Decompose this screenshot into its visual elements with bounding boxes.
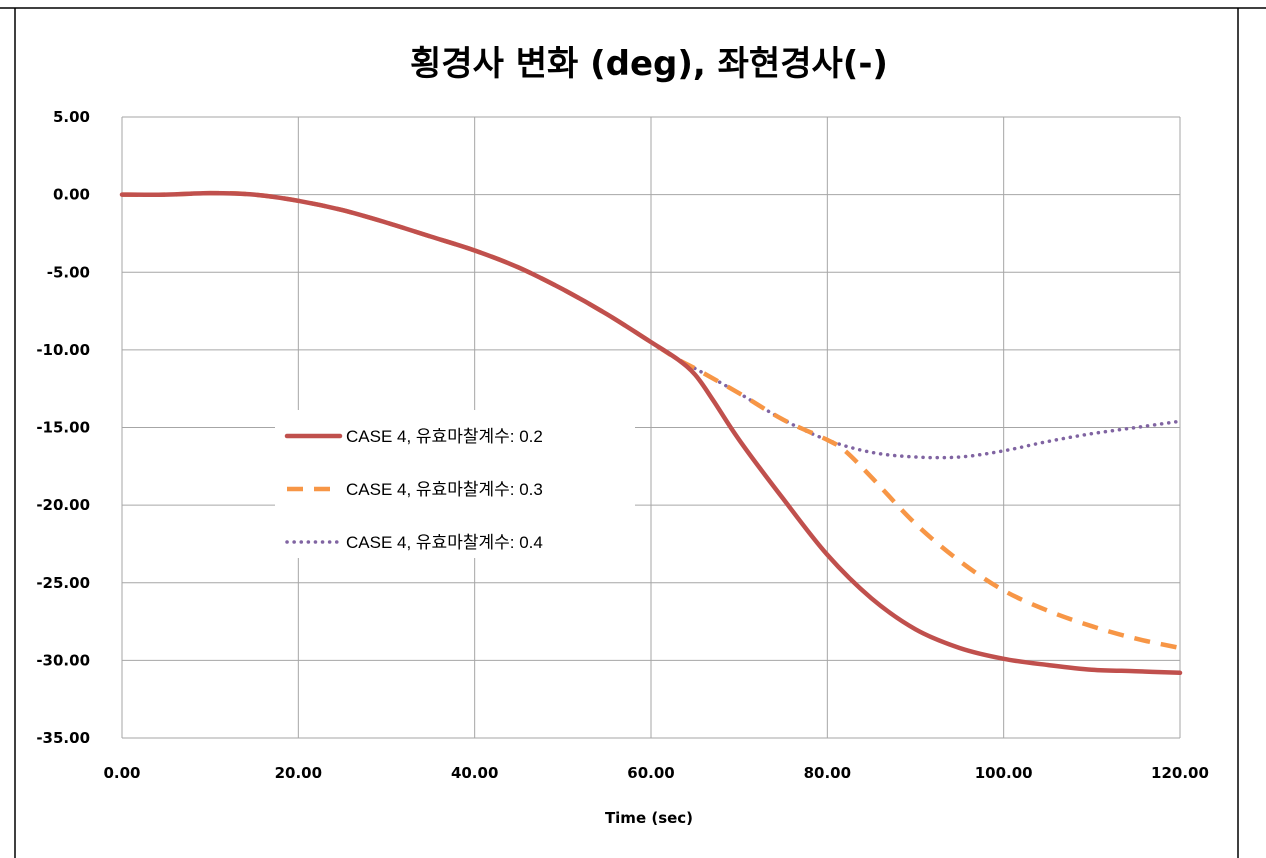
y-axis-ticks: 5.00 0.00 -5.00 -10.00 -15.00 -20.00 -25.00 -30… bbox=[36, 108, 90, 747]
series-line-dotted bbox=[120, 191, 1182, 460]
x-tick-label: 80.00 bbox=[804, 764, 851, 782]
legend-label: CASE 4, 유효마찰계수: 0.3 bbox=[346, 480, 543, 499]
y-tick-label: 0.00 bbox=[53, 186, 90, 204]
y-tick-label: -25.00 bbox=[36, 574, 90, 592]
x-tick-label: 60.00 bbox=[627, 764, 674, 782]
x-tick-label: 100.00 bbox=[975, 764, 1033, 782]
y-tick-label: -35.00 bbox=[36, 729, 90, 747]
legend-label: CASE 4, 유효마찰계수: 0.2 bbox=[346, 427, 543, 446]
legend: CASE 4, 유효마찰계수: 0.2 CASE 4, 유효마찰계수: 0.3 CA… bbox=[275, 410, 635, 558]
series-line-solid bbox=[119, 190, 1183, 676]
x-tick-label: 0.00 bbox=[103, 764, 140, 782]
y-tick-label: -30.00 bbox=[36, 651, 90, 669]
series-lines bbox=[119, 190, 1183, 676]
x-axis-title: Time (sec) bbox=[605, 809, 693, 827]
x-tick-label: 40.00 bbox=[451, 764, 498, 782]
y-tick-label: -20.00 bbox=[36, 496, 90, 514]
legend-label: CASE 4, 유효마찰계수: 0.4 bbox=[346, 533, 543, 552]
y-tick-label: -5.00 bbox=[47, 263, 90, 281]
y-tick-label: 5.00 bbox=[53, 108, 90, 126]
y-tick-label: -10.00 bbox=[36, 341, 90, 359]
chart-title: 횡경사 변화 (deg), 좌현경사(-) bbox=[410, 44, 888, 84]
x-axis-ticks: 0.00 20.00 40.00 60.00 80.00 100.00 120.00 bbox=[103, 764, 1208, 782]
x-tick-label: 120.00 bbox=[1151, 764, 1209, 782]
y-tick-label: -15.00 bbox=[36, 419, 90, 437]
x-tick-label: 20.00 bbox=[275, 764, 322, 782]
